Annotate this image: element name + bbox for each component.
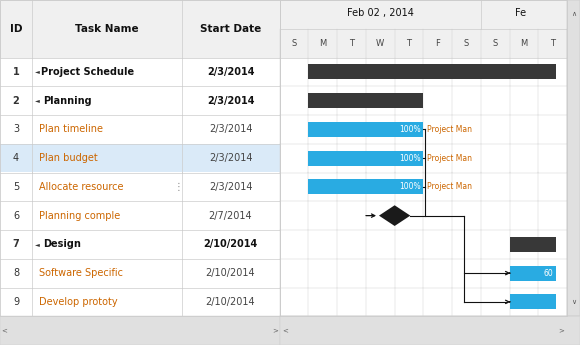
Text: S: S — [464, 39, 469, 48]
Bar — [0, 86, 280, 115]
Text: ∧: ∧ — [571, 11, 576, 17]
Bar — [0, 230, 280, 259]
Text: <: < — [282, 328, 288, 334]
Text: 2/3/2014: 2/3/2014 — [209, 153, 252, 163]
Text: Planning comple: Planning comple — [39, 211, 120, 220]
Text: >: > — [559, 328, 564, 334]
Text: T: T — [550, 39, 556, 48]
Text: Fe: Fe — [516, 8, 527, 18]
Text: S: S — [492, 39, 498, 48]
Text: T: T — [349, 39, 354, 48]
Text: Plan timeline: Plan timeline — [39, 125, 103, 134]
Text: Design: Design — [43, 239, 81, 249]
Text: 2/3/2014: 2/3/2014 — [207, 67, 254, 77]
Text: 2/3/2014: 2/3/2014 — [207, 96, 254, 106]
Text: ∨: ∨ — [571, 299, 576, 305]
Bar — [280, 58, 567, 86]
Text: M: M — [319, 39, 327, 48]
Bar — [0, 0, 280, 316]
Bar — [567, 0, 580, 316]
Text: ID: ID — [10, 24, 22, 34]
Bar — [280, 0, 567, 29]
Bar — [0, 144, 280, 172]
Bar — [309, 151, 423, 166]
Text: Feb 02 , 2014: Feb 02 , 2014 — [347, 8, 414, 18]
Text: Project Man: Project Man — [427, 154, 472, 162]
Text: 100%: 100% — [400, 183, 421, 191]
Text: Allocate resource: Allocate resource — [39, 182, 124, 192]
Text: Plan budget: Plan budget — [39, 153, 97, 163]
Text: 2/10/2014: 2/10/2014 — [206, 268, 255, 278]
Text: 5: 5 — [13, 182, 19, 192]
Bar — [0, 287, 280, 316]
Bar — [0, 172, 280, 201]
Text: ◄: ◄ — [35, 69, 39, 75]
Bar — [0, 58, 280, 86]
Text: ⋮: ⋮ — [173, 182, 183, 192]
Text: 60: 60 — [543, 269, 553, 278]
Bar — [510, 294, 556, 309]
Bar — [280, 201, 567, 230]
Text: ◄: ◄ — [35, 98, 39, 103]
Text: 7: 7 — [13, 239, 19, 249]
Bar — [280, 86, 567, 115]
Bar — [280, 259, 567, 287]
Bar — [309, 93, 423, 108]
Text: W: W — [376, 39, 385, 48]
Bar — [0, 201, 280, 230]
Text: 100%: 100% — [400, 125, 421, 134]
Text: Planning: Planning — [43, 96, 92, 106]
Bar — [280, 230, 567, 259]
Text: 9: 9 — [13, 297, 19, 307]
Text: >: > — [272, 328, 278, 334]
Text: 2/3/2014: 2/3/2014 — [209, 125, 252, 134]
Polygon shape — [379, 205, 410, 226]
Text: Project Schedule: Project Schedule — [41, 67, 134, 77]
Text: 2/10/2014: 2/10/2014 — [206, 297, 255, 307]
Text: M: M — [520, 39, 528, 48]
Bar — [280, 0, 567, 316]
Text: Task Name: Task Name — [75, 24, 139, 34]
Bar — [309, 122, 423, 137]
Bar — [0, 115, 280, 144]
Bar — [0, 316, 280, 345]
Bar — [0, 0, 280, 58]
Text: Develop prototy: Develop prototy — [39, 297, 118, 307]
Text: 2/3/2014: 2/3/2014 — [209, 182, 252, 192]
Text: 3: 3 — [13, 125, 19, 134]
Bar — [510, 266, 556, 280]
Bar — [280, 29, 567, 58]
Bar — [280, 115, 567, 144]
Text: S: S — [291, 39, 296, 48]
Text: F: F — [436, 39, 440, 48]
Text: 2/7/2014: 2/7/2014 — [209, 211, 252, 220]
Text: 6: 6 — [13, 211, 19, 220]
Bar — [280, 287, 567, 316]
Bar — [309, 179, 423, 194]
Text: Project Man: Project Man — [427, 125, 472, 134]
Bar — [510, 237, 556, 252]
Text: T: T — [407, 39, 412, 48]
Text: Project Man: Project Man — [427, 183, 472, 191]
Text: 4: 4 — [13, 153, 19, 163]
Text: 1: 1 — [13, 67, 19, 77]
Bar — [309, 65, 556, 79]
Bar — [567, 0, 580, 316]
Bar — [280, 316, 580, 345]
Text: 2: 2 — [13, 96, 19, 106]
Text: 2/10/2014: 2/10/2014 — [204, 239, 258, 249]
Text: Software Specific: Software Specific — [39, 268, 123, 278]
Text: 100%: 100% — [400, 154, 421, 162]
Text: ◄: ◄ — [35, 242, 39, 247]
Bar — [280, 172, 567, 201]
Bar — [280, 144, 567, 172]
Text: <: < — [2, 328, 8, 334]
Bar — [0, 259, 280, 287]
Text: 8: 8 — [13, 268, 19, 278]
Text: Start Date: Start Date — [200, 24, 261, 34]
